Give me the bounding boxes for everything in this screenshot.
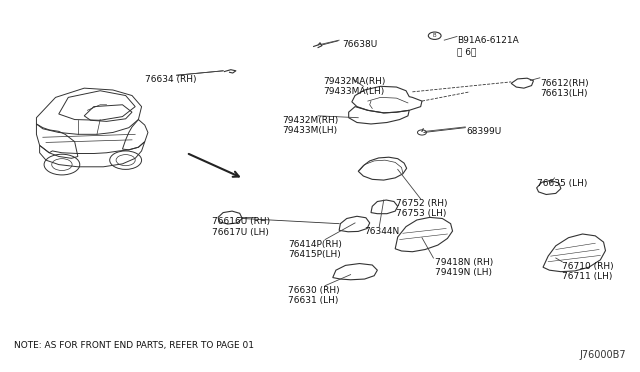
Text: 76414P(RH)
76415P(LH): 76414P(RH) 76415P(LH)	[288, 240, 342, 259]
Text: B: B	[433, 33, 436, 38]
Text: 76344N: 76344N	[365, 227, 400, 235]
Text: 76638U: 76638U	[342, 40, 378, 49]
Text: 76634 (RH): 76634 (RH)	[145, 75, 196, 84]
Text: 76612(RH)
76613(LH): 76612(RH) 76613(LH)	[540, 79, 588, 98]
Text: 68399U: 68399U	[467, 127, 502, 136]
Text: NOTE: AS FOR FRONT END PARTS, REFER TO PAGE 01: NOTE: AS FOR FRONT END PARTS, REFER TO P…	[14, 341, 254, 350]
Text: 79432MA(RH)
79433MA(LH): 79432MA(RH) 79433MA(LH)	[323, 77, 385, 96]
Text: 79432M(RH)
79433M(LH): 79432M(RH) 79433M(LH)	[282, 116, 338, 135]
Text: 76630 (RH)
76631 (LH): 76630 (RH) 76631 (LH)	[288, 286, 340, 305]
Text: 76635 (LH): 76635 (LH)	[537, 179, 587, 187]
Text: 76710 (RH)
76711 (LH): 76710 (RH) 76711 (LH)	[562, 262, 614, 281]
Text: 76752 (RH)
76753 (LH): 76752 (RH) 76753 (LH)	[396, 199, 448, 218]
Text: 76616U (RH)
76617U (LH): 76616U (RH) 76617U (LH)	[212, 217, 270, 237]
Text: 79418N (RH)
79419N (LH): 79418N (RH) 79419N (LH)	[435, 258, 493, 278]
Text: J76000B7: J76000B7	[579, 350, 626, 359]
Text: B91A6-6121A
〈 6〉: B91A6-6121A 〈 6〉	[457, 36, 519, 56]
